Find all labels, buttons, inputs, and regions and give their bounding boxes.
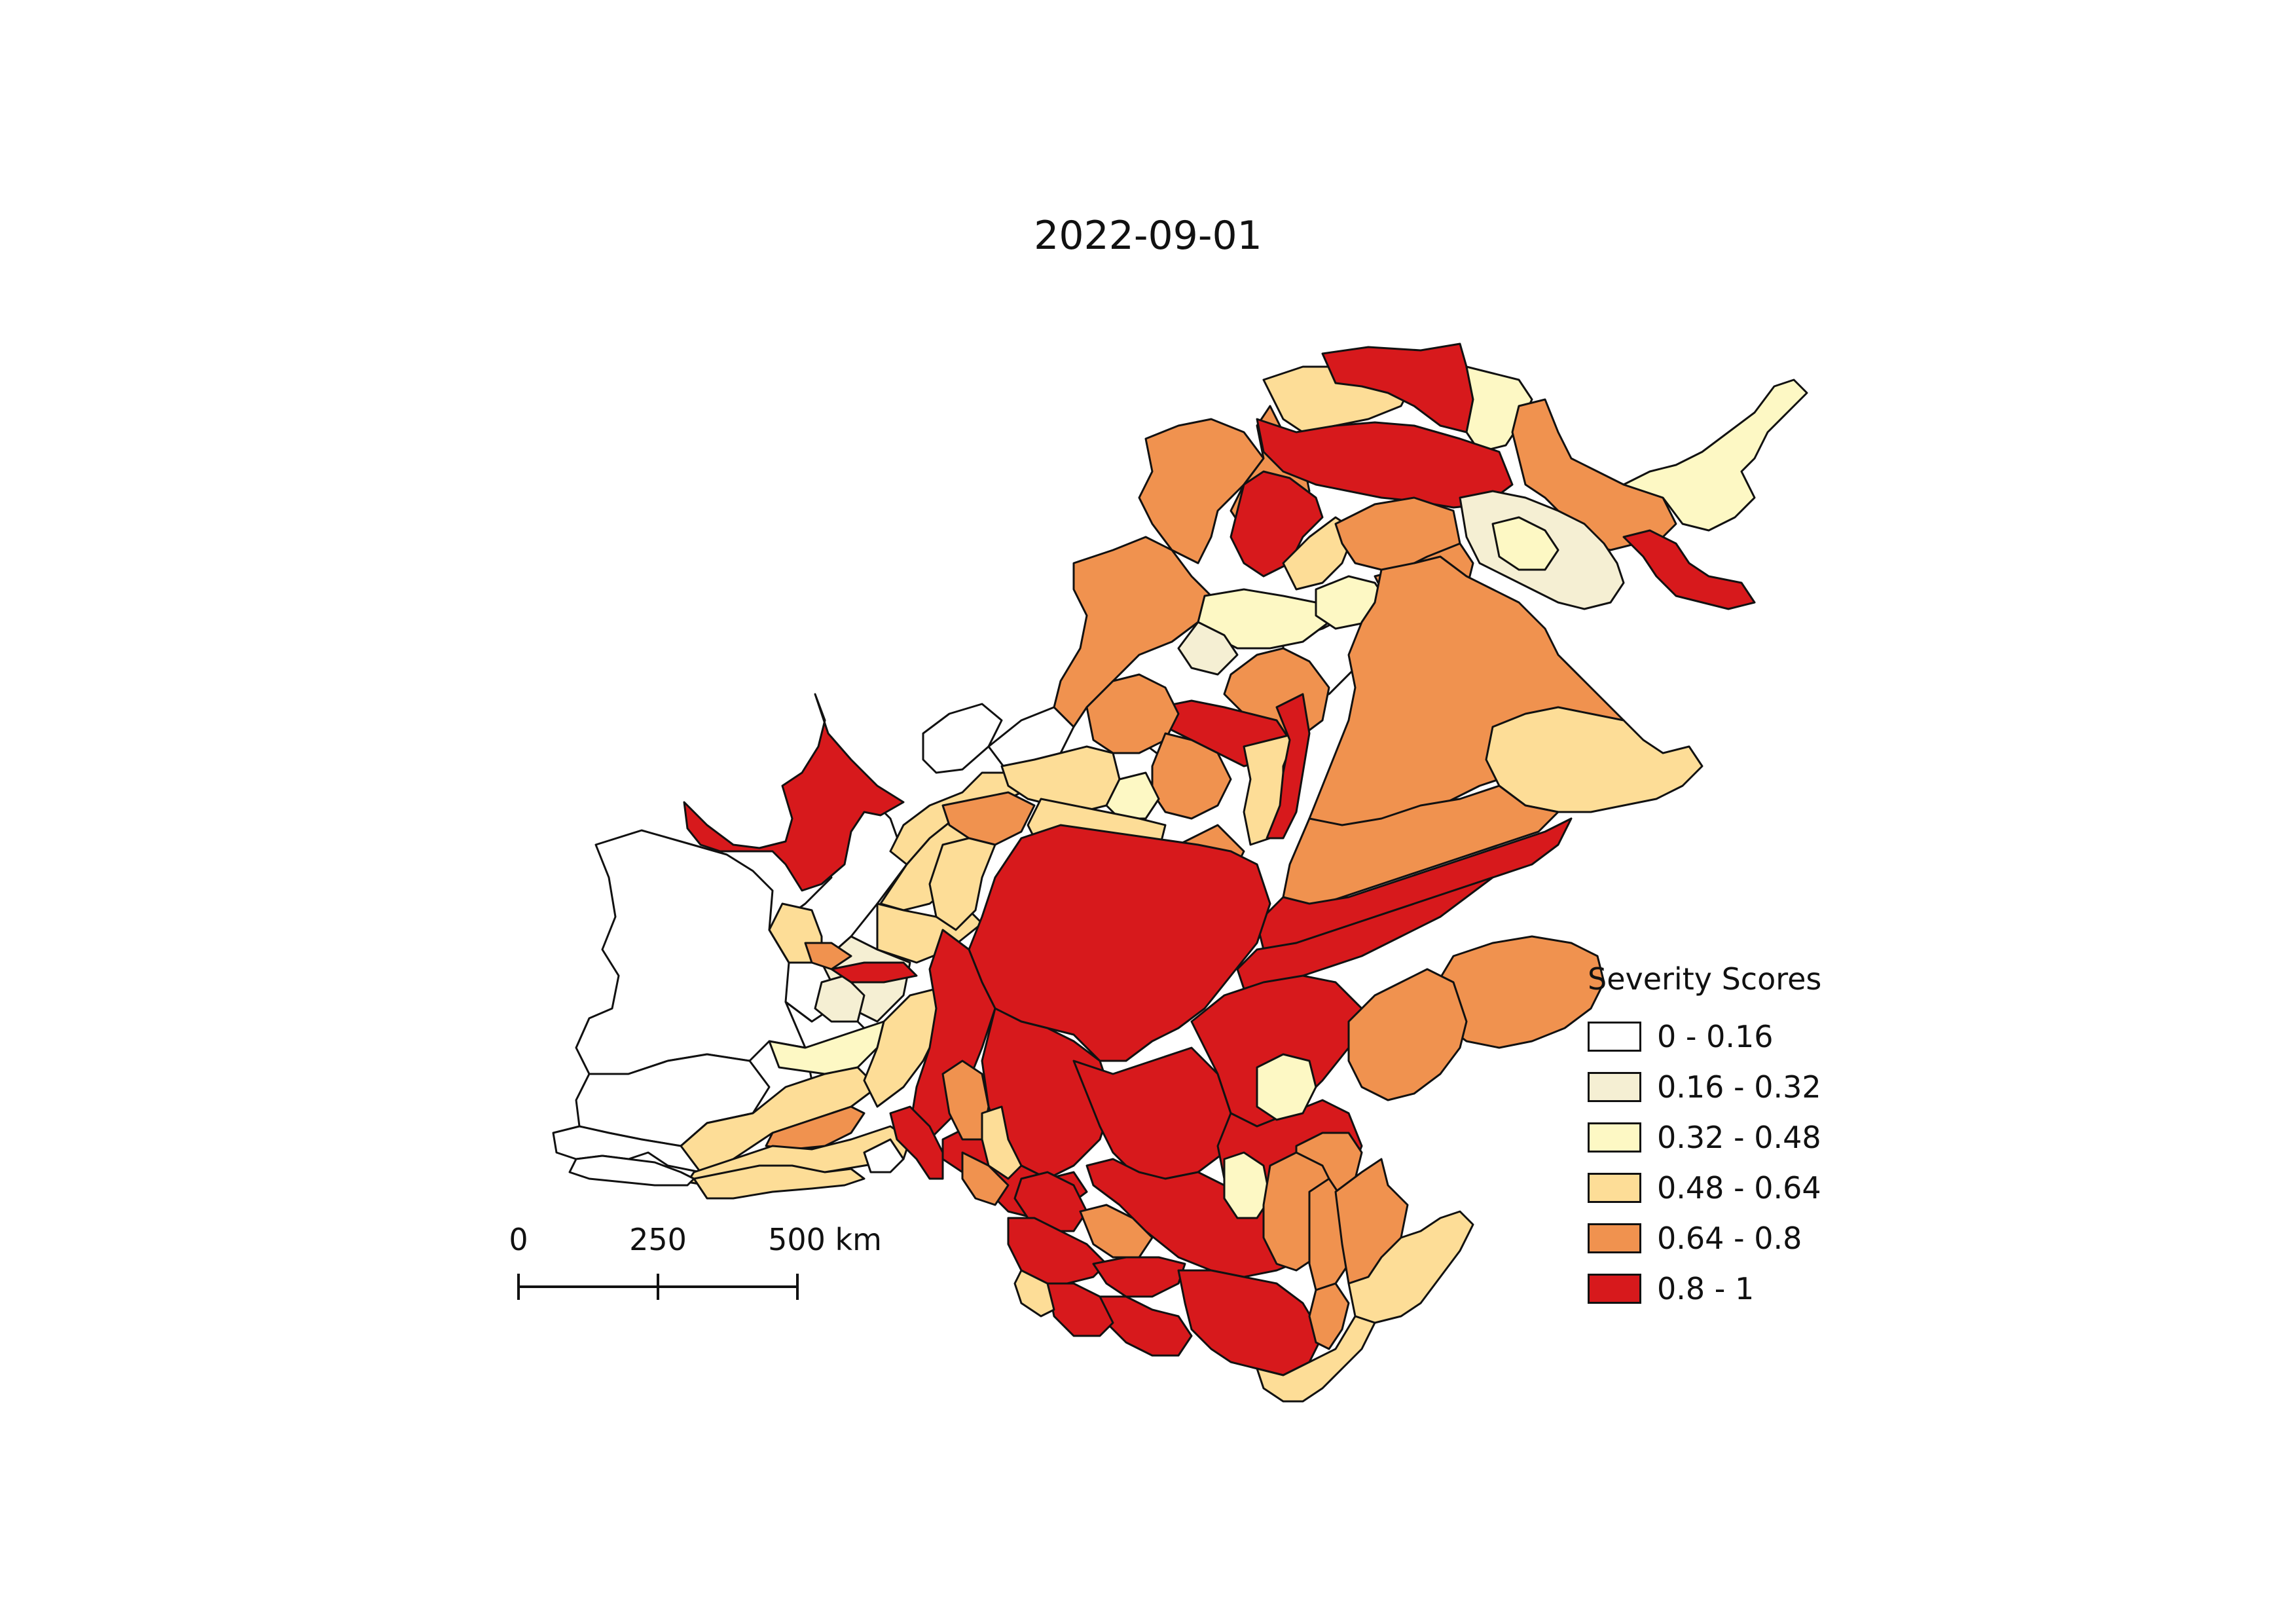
legend-label: 0.16 - 0.32 (1657, 1069, 1821, 1105)
map-region (568, 1154, 695, 1187)
legend-label: 0.32 - 0.48 (1657, 1119, 1821, 1155)
map-region (1105, 771, 1160, 820)
map-region (1013, 1171, 1088, 1232)
legend-label: 0 - 0.16 (1657, 1018, 1774, 1054)
map-region (1053, 536, 1212, 728)
legend-swatch (1588, 1021, 1641, 1052)
map-region (830, 961, 918, 984)
map-region (909, 929, 996, 1141)
map-region (1266, 693, 1311, 840)
legend-item: 0.8 - 1 (1588, 1263, 1821, 1314)
map-region (981, 1105, 1023, 1180)
map-region (1622, 529, 1756, 610)
legend-title: Severity Scores (1588, 961, 1822, 997)
map-region (575, 829, 813, 1075)
map-region (1622, 378, 1808, 532)
map-region (1013, 1269, 1055, 1318)
legend-swatch (1588, 1223, 1641, 1253)
scale-label-250: 250 (629, 1222, 687, 1257)
map-region (1347, 968, 1468, 1101)
legend-label: 0.48 - 0.64 (1657, 1170, 1821, 1206)
map-region (683, 693, 905, 892)
legend-swatch (1588, 1273, 1641, 1304)
map-region (1099, 1295, 1193, 1357)
legend-swatch (1588, 1071, 1641, 1102)
legend: Severity Scores 0 - 0.16 0.16 - 0.32 0.3… (1588, 961, 1821, 1314)
map-region (961, 1151, 1010, 1206)
map-region (1092, 1256, 1186, 1298)
map-region (1485, 706, 1704, 813)
map-region (1079, 1204, 1154, 1259)
map-region (693, 1164, 866, 1200)
map-region (889, 1105, 944, 1180)
map-region (1491, 516, 1559, 571)
map-region (928, 837, 996, 931)
map-region (1007, 1217, 1108, 1285)
legend-item: 0 - 0.16 (1588, 1011, 1821, 1061)
scale-tick (796, 1274, 799, 1300)
map-region (1138, 418, 1265, 564)
legend-item: 0.32 - 0.48 (1588, 1112, 1821, 1162)
scale-tick (517, 1274, 520, 1300)
legend-item: 0.64 - 0.8 (1588, 1213, 1821, 1263)
map-region (922, 703, 1003, 774)
scale-label-500: 500 km (768, 1222, 882, 1257)
map-region (1151, 732, 1232, 820)
map-region (863, 987, 944, 1108)
legend-swatch (1588, 1122, 1641, 1153)
legend-label: 0.64 - 0.8 (1657, 1220, 1802, 1256)
map-region (1256, 1053, 1317, 1121)
legend-swatch (1588, 1172, 1641, 1203)
map-region (1177, 621, 1239, 676)
map-region (941, 791, 1036, 846)
legend-item: 0.48 - 0.64 (1588, 1162, 1821, 1213)
map-region (1347, 1210, 1474, 1324)
map-region (804, 942, 852, 970)
legend-item: 0.16 - 0.32 (1588, 1061, 1821, 1112)
map-region (1308, 1282, 1350, 1350)
map-region (1256, 1315, 1376, 1403)
scale-tick (657, 1274, 659, 1300)
map-region (1177, 1269, 1324, 1376)
scale-bar (517, 1274, 799, 1300)
map-region (863, 1138, 905, 1173)
map-title: 2022-09-01 (1034, 213, 1262, 259)
map-region (1085, 673, 1180, 754)
map-region (1046, 1282, 1114, 1337)
map-regions (552, 342, 1808, 1403)
map-region (1230, 470, 1324, 578)
legend-label: 0.8 - 1 (1657, 1270, 1755, 1306)
scale-label-0: 0 (509, 1222, 528, 1257)
